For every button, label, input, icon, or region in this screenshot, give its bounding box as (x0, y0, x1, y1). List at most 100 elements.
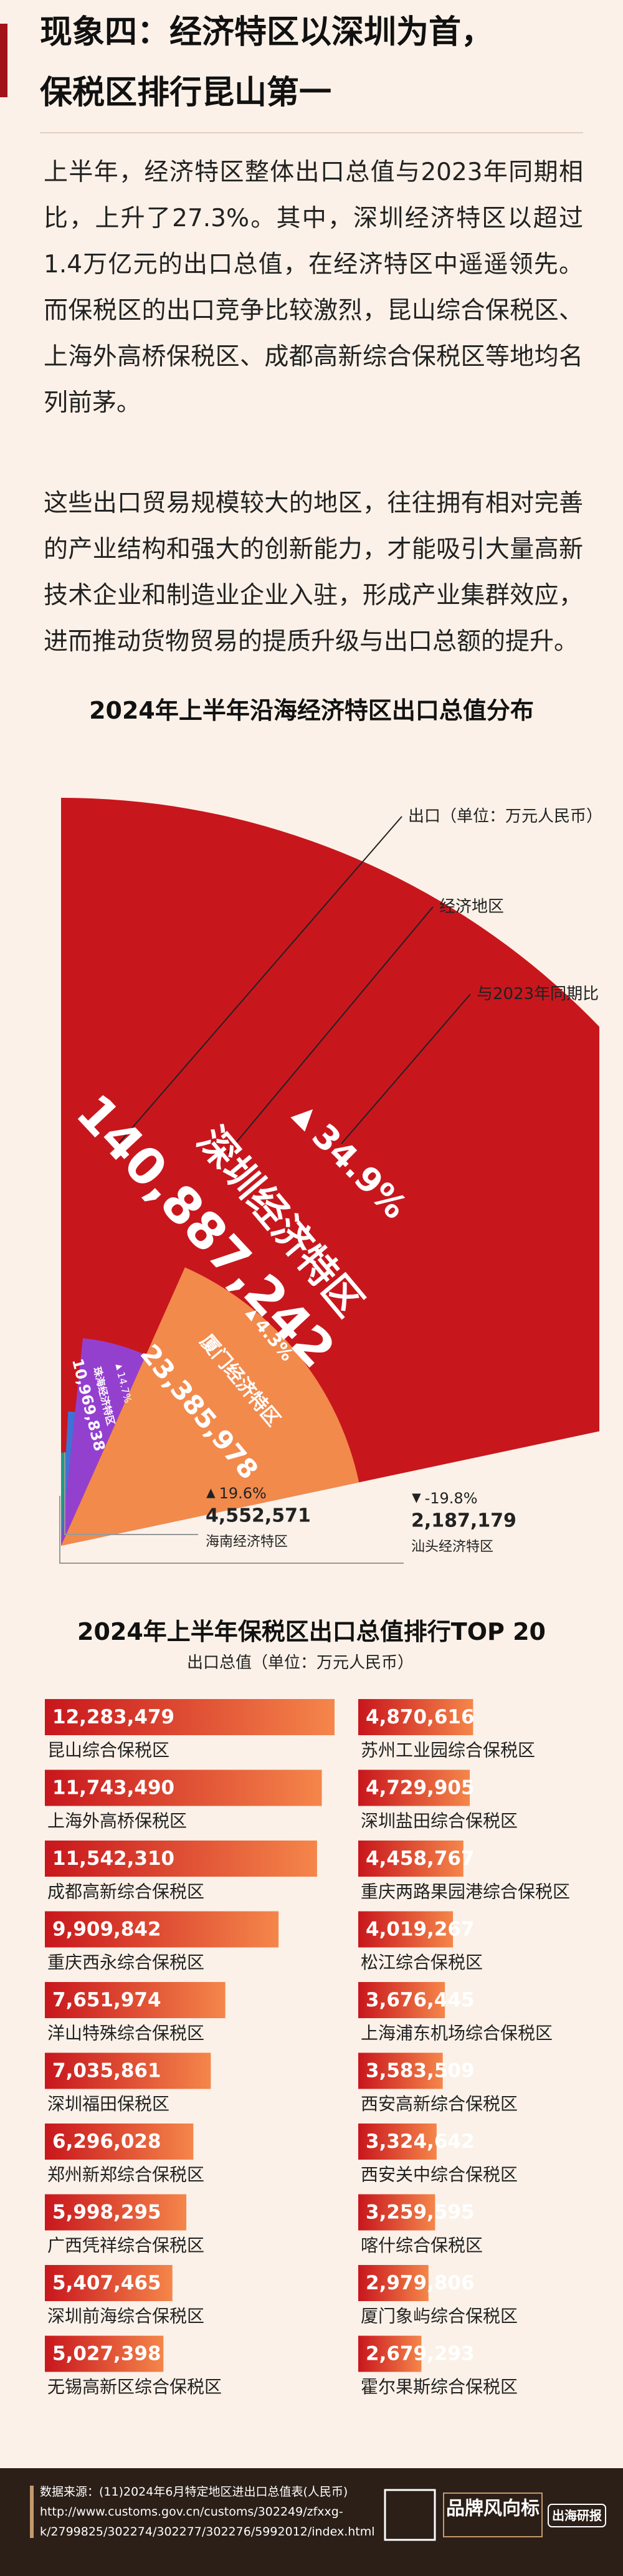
leader-line (118, 816, 402, 1144)
category-label: 郑州新郑综合保税区 (47, 2165, 204, 2185)
category-label: 重庆西永综合保税区 (47, 1952, 204, 1973)
bar (45, 1841, 317, 1877)
paragraph: 这些出口贸易规模较大的地区，往往拥有相对完善的产业结构和强大的创新能力，才能吸引… (44, 489, 583, 656)
bar (45, 1982, 226, 2018)
value-label: 12,283,479 (52, 1706, 174, 1728)
sector (61, 1267, 359, 1546)
source-line: k/2799825/302274/302277/302276/5992012/i… (40, 2525, 375, 2539)
category-label: 厦门象屿综合保税区 (361, 2306, 518, 2327)
value-label: 7,035,861 (52, 2060, 161, 2082)
value-label: 5,407,465 (52, 2272, 161, 2294)
value-label: 7,651,974 (52, 1989, 161, 2011)
bar (358, 2265, 429, 2301)
value-label: 3,676,445 (366, 1989, 475, 2011)
value-label: 4,458,767 (366, 1847, 475, 1870)
value-label: 4,019,267 (366, 1918, 475, 1941)
category-label: 深圳盐田综合保税区 (361, 1811, 518, 1831)
value-label: 2,187,179 (411, 1510, 516, 1532)
bar (358, 2194, 435, 2231)
category-label: 广西凭祥综合保税区 (47, 2235, 204, 2256)
category-label: 无锡高新区综合保税区 (47, 2377, 222, 2397)
growth-label: 19.6% (219, 1485, 267, 1502)
label-group: 汕头经济特区 (411, 1539, 493, 1555)
category-label: 海南经济特区 (206, 1535, 288, 1550)
annotation: 与2023年同期比 (477, 985, 599, 1003)
bar (45, 1769, 322, 1806)
category-label: 苏州工业园综合保税区 (361, 1740, 535, 1761)
bar (358, 1982, 445, 2018)
bar (358, 2335, 422, 2372)
label-group: 2,187,179 (411, 1510, 516, 1532)
annotation: 出口（单位：万元人民币） (408, 807, 602, 826)
logo-mark (384, 2489, 436, 2541)
chart-title: 2024年上半年沿海经济特区出口总值分布 (89, 697, 534, 724)
bar (45, 2194, 187, 2231)
category-label: 霍尔果斯综合保税区 (361, 2377, 518, 2397)
leader-line (341, 994, 471, 1144)
bar (45, 2124, 194, 2160)
annotation: 经济地区 (439, 898, 504, 916)
value-label: 3,259,595 (366, 2201, 475, 2224)
bar (358, 1841, 464, 1877)
category-label: 喀什综合保税区 (361, 2235, 483, 2256)
growth-arrow (412, 1493, 421, 1503)
growth-label: -19.8% (425, 1490, 478, 1507)
source-line: 数据来源：(11)2024年6月特定地区进出口总值表(人民币) (40, 2485, 348, 2499)
label-group: 4,552,571 (206, 1505, 311, 1527)
value-label: 11,743,490 (52, 1777, 174, 1799)
category-label: 汕头经济特区 (411, 1539, 493, 1555)
category-label: 深圳福田保税区 (47, 2094, 169, 2114)
bar (45, 2265, 173, 2301)
chart-subtitle: 出口总值（单位：万元人民币） (187, 1654, 414, 1672)
value-label: 3,583,509 (366, 2060, 475, 2082)
growth-group: -19.8% (412, 1490, 478, 1507)
logo-box (548, 2504, 606, 2527)
growth-arrow (206, 1488, 216, 1498)
sector (61, 1338, 146, 1546)
bar (358, 1699, 473, 1735)
chart-title: 2024年上半年保税区出口总值排行TOP 20 (77, 1618, 546, 1645)
title-line: 现象四：经济特区以深圳为首， (40, 14, 494, 51)
logo-box (443, 2492, 543, 2537)
divider (40, 132, 583, 133)
growth-group: 19.6% (206, 1485, 267, 1502)
footer-accent (30, 2486, 34, 2538)
bar (358, 1769, 470, 1806)
category-label: 成都高新综合保税区 (47, 1882, 204, 1902)
label-group: 海南经济特区 (206, 1535, 288, 1550)
bar (45, 2335, 164, 2372)
value-label: 2,679,293 (366, 2343, 475, 2365)
value-label: 5,998,295 (52, 2201, 161, 2224)
category-label: 西安高新综合保税区 (361, 2094, 518, 2114)
value-label: 6,296,028 (52, 2130, 161, 2153)
value-label: 9,909,842 (52, 1918, 161, 1941)
category-label: 上海外高桥保税区 (47, 1811, 187, 1831)
category-label: 昆山综合保税区 (47, 1740, 169, 1761)
body-text: 上半年，经济特区整体出口总值与2023年同期相比，上升了27.3%。其中，深圳经… (44, 150, 583, 719)
value-label: 4,870,616 (366, 1706, 475, 1728)
leader-line (59, 1496, 404, 1564)
category-label: 深圳前海综合保税区 (47, 2306, 204, 2327)
leader-line (227, 906, 434, 1154)
value-label: 4,552,571 (206, 1505, 311, 1527)
category-label: 上海浦东机场综合保税区 (361, 2023, 553, 2044)
growth-arrow (244, 1310, 257, 1322)
value-label: 2,979,806 (366, 2272, 475, 2294)
bar (45, 1911, 279, 1948)
bar (45, 1699, 335, 1735)
source-line: http://www.customs.gov.cn/customs/302249… (40, 2505, 343, 2519)
accent-bar (0, 24, 7, 97)
value-label: 4,729,905 (366, 1777, 475, 1799)
category-label: 西安关中综合保税区 (361, 2165, 518, 2185)
bar (358, 2052, 443, 2089)
leader-line (64, 1452, 198, 1535)
bar (358, 2124, 437, 2160)
logo-text: 出海研报 (552, 2508, 602, 2523)
category-label: 重庆两路果园港综合保税区 (361, 1882, 570, 1902)
category-label: 松江综合保税区 (361, 1952, 483, 1973)
title-line: 保税区排行昆山第一 (40, 74, 332, 112)
logo-text: 品牌风向标 (446, 2498, 540, 2520)
growth-arrow (290, 1109, 313, 1132)
